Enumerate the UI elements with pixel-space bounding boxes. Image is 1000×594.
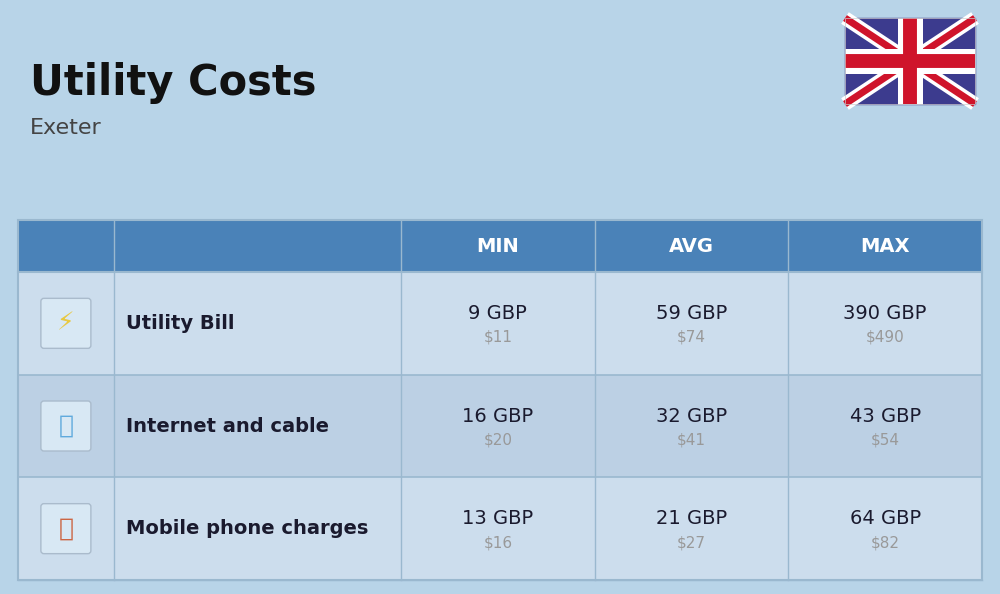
Text: $16: $16 — [483, 535, 512, 550]
Text: 43 GBP: 43 GBP — [850, 406, 921, 425]
Text: $27: $27 — [677, 535, 706, 550]
Text: $20: $20 — [483, 432, 512, 447]
Text: 390 GBP: 390 GBP — [843, 304, 927, 323]
Text: $11: $11 — [483, 330, 512, 345]
Text: 59 GBP: 59 GBP — [656, 304, 727, 323]
Text: ⚡: ⚡ — [57, 311, 75, 336]
Bar — [18, 220, 982, 580]
FancyBboxPatch shape — [41, 298, 91, 348]
Text: Internet and cable: Internet and cable — [126, 416, 329, 435]
Text: 64 GBP: 64 GBP — [850, 509, 921, 528]
Bar — [18, 220, 982, 272]
FancyBboxPatch shape — [41, 504, 91, 554]
Text: $490: $490 — [866, 330, 905, 345]
Text: Exeter: Exeter — [30, 118, 102, 138]
Text: 📱: 📱 — [58, 517, 73, 541]
Text: AVG: AVG — [669, 236, 714, 255]
Bar — [18, 478, 982, 580]
FancyBboxPatch shape — [41, 401, 91, 451]
Text: MAX: MAX — [860, 236, 910, 255]
Text: Utility Costs: Utility Costs — [30, 62, 316, 104]
Text: Mobile phone charges: Mobile phone charges — [126, 519, 368, 538]
Text: 21 GBP: 21 GBP — [656, 509, 727, 528]
Text: $82: $82 — [871, 535, 900, 550]
Bar — [845, 18, 975, 104]
Text: Utility Bill: Utility Bill — [126, 314, 234, 333]
Text: MIN: MIN — [476, 236, 519, 255]
Bar — [18, 375, 982, 478]
Text: $54: $54 — [871, 432, 900, 447]
Text: 📡: 📡 — [58, 414, 73, 438]
Text: 32 GBP: 32 GBP — [656, 406, 727, 425]
Bar — [18, 272, 982, 375]
Text: 9 GBP: 9 GBP — [468, 304, 527, 323]
Text: $41: $41 — [677, 432, 706, 447]
Text: 13 GBP: 13 GBP — [462, 509, 533, 528]
Text: 16 GBP: 16 GBP — [462, 406, 533, 425]
Text: $74: $74 — [677, 330, 706, 345]
Bar — [845, 18, 975, 104]
